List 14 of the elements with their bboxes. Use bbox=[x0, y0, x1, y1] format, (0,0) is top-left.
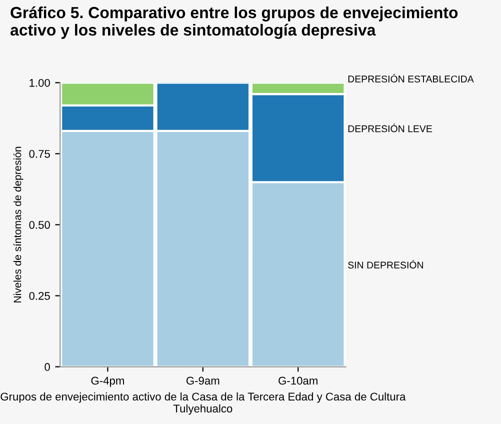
y-tick-label: 0.75 bbox=[29, 150, 50, 158]
chart-title: Gráfico 5. Comparativo entre los grupos de envejecimiento activo y los niveles de sintomatología depresiva bbox=[10, 6, 458, 39]
series-label: SIN DEPRESIÓN bbox=[348, 260, 423, 269]
series-label: DEPRESIÓN LEVE bbox=[348, 124, 432, 132]
x-axis-title: Grupos de envejecimiento activo de la Casa de la Tercera Edad y Casa de Cultura Tulyehualco bbox=[0, 392, 406, 415]
x-tick-label: G-10am bbox=[278, 376, 318, 385]
x-tick-label: G-9am bbox=[186, 376, 220, 385]
y-axis-title: Niveles de síntomas de depresión bbox=[13, 146, 24, 302]
y-tick-label: 0 bbox=[44, 363, 50, 371]
x-tick-label: G-4pm bbox=[91, 376, 124, 387]
series-label: DEPRESIÓN ESTABLECIDA bbox=[348, 74, 474, 82]
y-tick-label: 0.25 bbox=[29, 292, 50, 300]
y-tick-label: 1.00 bbox=[30, 78, 50, 87]
y-tick-label: 0.50 bbox=[29, 220, 50, 229]
